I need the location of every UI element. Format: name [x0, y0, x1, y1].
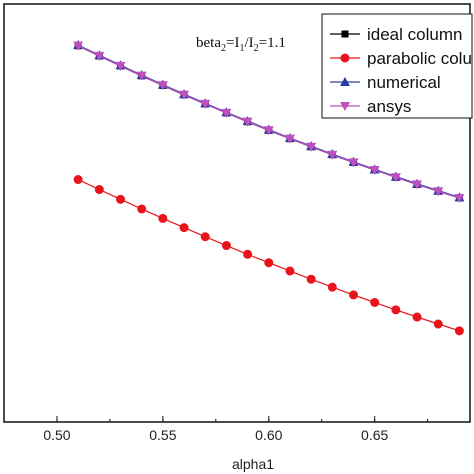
data-point: [94, 185, 104, 195]
x-tick-label: 0.65: [361, 427, 388, 443]
data-point: [369, 165, 380, 175]
data-point: [221, 108, 232, 118]
series-ansys: [73, 41, 465, 203]
data-point: [306, 142, 317, 152]
x-tick-label: 0.50: [43, 427, 70, 443]
legend-label: numerical: [367, 73, 441, 92]
data-point: [136, 71, 147, 81]
data-point: [243, 249, 253, 259]
data-point: [454, 326, 464, 336]
legend-item-ideal-column: ideal column: [330, 25, 462, 44]
data-point: [349, 290, 358, 300]
data-point: [94, 51, 105, 61]
legend: ideal column parabolic column numerical ans…: [321, 13, 474, 119]
legend-label: ansys: [367, 97, 411, 116]
legend-label: parabolic column: [367, 49, 474, 68]
data-point: [412, 312, 422, 322]
legend-item-parabolic-column: parabolic column: [330, 49, 474, 68]
data-point: [391, 305, 401, 315]
data-point: [242, 117, 253, 127]
data-point: [115, 61, 126, 71]
data-point: [200, 232, 210, 242]
annotation-part-sub: 2: [254, 43, 259, 54]
x-tick-label: 0.55: [149, 427, 176, 443]
legend-swatch-marker: [340, 77, 350, 86]
data-point: [200, 99, 211, 109]
data-point: [412, 180, 423, 190]
data-point: [454, 193, 465, 203]
annotation-part-sub: 2: [221, 43, 226, 54]
data-point: [370, 297, 380, 307]
legend-swatch-marker: [340, 53, 350, 63]
annotation-part: /I: [244, 35, 253, 51]
data-point: [433, 319, 443, 329]
data-point: [221, 241, 231, 251]
series-layer: [73, 39, 465, 336]
data-point: [306, 274, 316, 284]
data-point: [285, 266, 295, 276]
annotation-part: =1.1: [259, 35, 286, 51]
data-point: [179, 90, 190, 100]
annotation-part: beta: [196, 35, 221, 51]
annotation-beta-ratio: beta2=I1/I2=1.1: [196, 35, 286, 54]
data-point: [137, 204, 147, 214]
annotation-part: =I: [226, 35, 239, 51]
data-point: [73, 175, 83, 185]
legend-swatch-marker: [340, 102, 350, 111]
data-point: [327, 150, 338, 160]
x-axis: 0.50 0.55 0.60 0.65: [43, 416, 429, 443]
legend-item-numerical: numerical: [330, 73, 441, 92]
data-point: [157, 81, 168, 91]
x-tick-label: 0.60: [255, 427, 282, 443]
x-axis-title: alpha1: [232, 456, 274, 472]
data-point: [327, 282, 337, 292]
data-point: [348, 158, 359, 168]
legend-item-ansys: ansys: [330, 97, 411, 116]
series-parabolic-column: [73, 175, 464, 336]
data-point: [284, 134, 295, 144]
data-point: [73, 41, 84, 51]
legend-swatch-marker: [341, 30, 349, 38]
data-point: [433, 187, 444, 197]
data-point: [158, 213, 168, 223]
data-point: [264, 258, 274, 268]
legend-label: ideal column: [367, 25, 462, 44]
series-line: [77, 179, 460, 332]
data-point: [263, 126, 274, 136]
data-point: [116, 194, 125, 204]
annotation-part-sub: 1: [239, 43, 244, 54]
data-point: [179, 223, 189, 233]
plot-frame: [3, 3, 471, 423]
data-point: [390, 173, 401, 183]
